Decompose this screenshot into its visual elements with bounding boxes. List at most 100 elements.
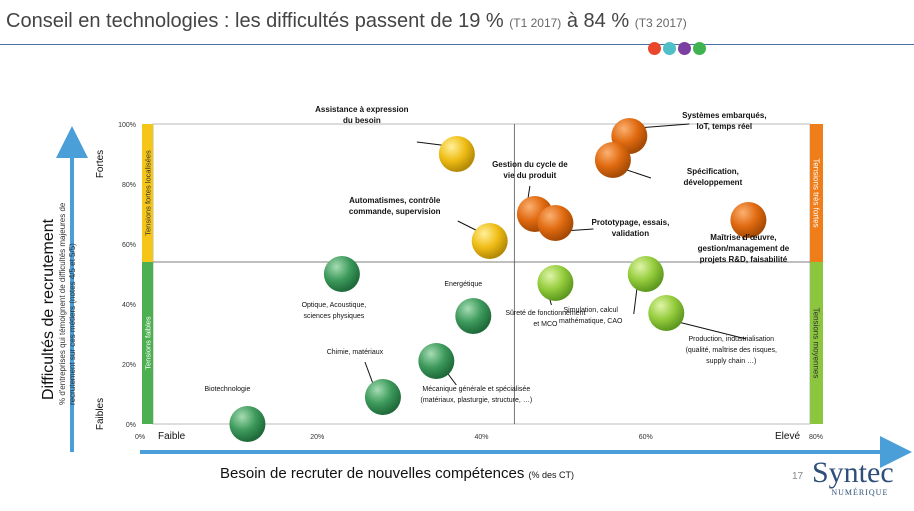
x-end-label-low: Faible: [158, 431, 186, 442]
data-point: [627, 256, 664, 292]
data-point-label-line: Mécanique générale et spécialisée: [422, 386, 530, 393]
title-mid: à 84 %: [566, 10, 630, 32]
right-band-1: [810, 262, 823, 424]
data-point-label: Mécanique générale et spécialisée (matéri…: [421, 386, 533, 404]
y-tick-label: 0%: [126, 422, 136, 429]
x-tick-label: 60%: [639, 434, 653, 441]
data-point-label-line: (matériaux, plasturgie, structure, …): [421, 397, 533, 404]
data-point-label-line: Systèmes embarqués,: [682, 111, 767, 120]
data-point-label: Spécification, développement: [684, 167, 743, 187]
x-end-label-high: Elevé: [775, 431, 800, 442]
data-point: [537, 205, 574, 241]
y-tick-label: 80%: [122, 182, 136, 189]
data-point-label-line: Production, industrialisation: [688, 336, 774, 343]
title-q3: (T3 2017): [634, 16, 687, 30]
data-point: [438, 136, 475, 172]
data-point-label-line: du besoin: [343, 116, 381, 125]
data-point-label: Systèmes embarqués, IoT, temps réel: [682, 111, 767, 131]
brand-dot-red: [648, 42, 661, 55]
title-q1: (T1 2017): [509, 16, 562, 30]
data-point-label-line: vie du produit: [503, 171, 556, 180]
y-tick-label: 40%: [122, 302, 136, 309]
data-point-label: Simulation, calcul mathématique, CAO: [559, 307, 623, 325]
data-point-label-line: Prototypage, essais,: [592, 218, 670, 227]
brand-dots: [648, 42, 708, 56]
data-point-label: Automatismes, contrôle commande, supervis…: [349, 196, 441, 216]
data-point-label: Chimie, matériaux: [327, 349, 384, 356]
right-band-label-1: Tensions moyennes: [812, 308, 821, 379]
data-point: [648, 295, 685, 331]
data-point-label-line: Simulation, calcul: [564, 307, 619, 314]
data-point-label-line: IoT, temps réel: [697, 122, 753, 131]
leader-line: [674, 320, 747, 340]
data-point-label: Optique, Acoustique, sciences physiques: [302, 302, 367, 320]
data-point: [471, 223, 508, 259]
data-point-label-line: mathématique, CAO: [559, 318, 623, 325]
data-point-label-line: gestion/management de: [698, 244, 790, 253]
brand-dot-cyan: [663, 42, 676, 55]
data-point-label-line: Energétique: [444, 281, 482, 288]
data-point: [537, 265, 574, 301]
y-tick-label: 20%: [122, 362, 136, 369]
data-point-label-line: et MCO: [533, 321, 558, 328]
data-point-label: Biotechnologie: [204, 386, 250, 393]
data-point-label: Energétique: [444, 281, 482, 288]
data-point-label: Sûreté de fonctionnement et MCO: [505, 310, 585, 328]
y-axis-sublabel: % d'entreprises qui témoignent de diffic…: [58, 202, 77, 405]
data-point-label-line: commande, supervision: [349, 207, 441, 216]
data-point-label-line: (qualité, maîtrise des risques,: [686, 347, 777, 354]
right-band-0: [810, 124, 823, 262]
logo-name: Syntec: [812, 456, 894, 489]
x-axis-label-unit: (% des CT): [528, 470, 575, 480]
y-end-label-low: Faibles: [95, 398, 106, 430]
brand-dot-purple: [678, 42, 691, 55]
data-point-label-line: Gestion du cycle de: [492, 160, 568, 169]
plot-frame: [152, 123, 811, 425]
data-point: [594, 142, 631, 178]
data-point-label-line: projets R&D, faisabilité: [700, 255, 788, 264]
data-point-label-line: Optique, Acoustique,: [302, 302, 367, 309]
x-tick-label: 40%: [474, 434, 488, 441]
data-point-label-line: Sûreté de fonctionnement: [505, 310, 585, 317]
title-main: Conseil en technologies : les difficulté…: [6, 10, 504, 32]
data-point-label: Prototypage, essais, validation: [592, 218, 670, 238]
left-band-1: [142, 262, 153, 424]
data-point: [364, 379, 401, 415]
data-point-label-line: Biotechnologie: [204, 386, 250, 393]
data-point-label-line: supply chain …): [706, 358, 756, 365]
data-point-label: Production, industrialisation (qualité, m…: [686, 336, 777, 365]
page-number: 17: [792, 471, 804, 482]
data-point: [730, 202, 767, 238]
x-axis-label-text: Besoin de recruter de nouvelles compéten…: [220, 465, 525, 482]
left-band-0: [142, 124, 153, 262]
data-point: [229, 406, 266, 442]
x-axis-label: Besoin de recruter de nouvelles compéten…: [220, 465, 574, 482]
data-point-label-line: Chimie, matériaux: [327, 349, 384, 356]
data-point-label: Gestion du cycle de vie du produit: [492, 160, 568, 180]
y-axis-label: Difficultés de recrutement: [40, 218, 57, 400]
page-title: Conseil en technologies : les difficulté…: [6, 10, 687, 33]
brand-dot-green: [693, 42, 706, 55]
data-point-label-line: sciences physiques: [304, 313, 365, 320]
x-tick-label: 80%: [809, 434, 823, 441]
data-point-label-line: Maîtrise d’œuvre,: [710, 233, 776, 242]
syntec-logo: Syntec NUMÉRIQUE: [812, 456, 894, 498]
data-point-label-line: Spécification,: [687, 167, 739, 176]
y-end-label-high: Fortes: [95, 150, 106, 178]
y-tick-label: 100%: [118, 122, 136, 129]
data-point: [323, 256, 360, 292]
data-point-label-line: Assistance à expression: [315, 105, 408, 114]
left-band-label-0: Tensions fortes localisées: [144, 150, 153, 236]
right-band-label-0: Tensions très fortes: [812, 158, 821, 227]
left-band-label-1: Tensions faibles: [144, 316, 153, 370]
leader-line: [637, 123, 690, 129]
title-divider: [0, 44, 914, 45]
data-point-label: Assistance à expression du besoin: [315, 105, 408, 125]
data-point-label-line: Automatismes, contrôle: [349, 196, 441, 205]
x-tick-label: 0%: [135, 434, 145, 441]
data-point-label: Maîtrise d’œuvre, gestion/management de pr…: [698, 233, 790, 264]
data-point-label-line: validation: [612, 229, 649, 238]
data-point-label-line: développement: [684, 178, 743, 187]
y-tick-label: 60%: [122, 242, 136, 249]
